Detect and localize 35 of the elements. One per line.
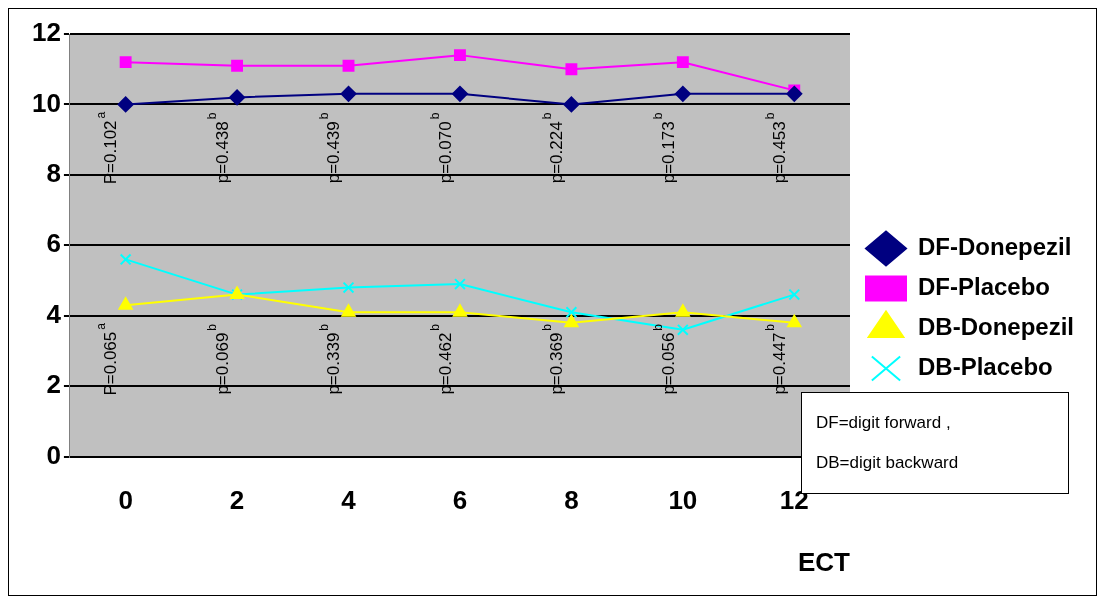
y-tick-label: 4 xyxy=(46,298,62,329)
y-tick-label: 10 xyxy=(32,87,61,118)
annotation: P=0.102a xyxy=(93,111,121,185)
x-tick-label: 2 xyxy=(229,485,245,516)
legend-label: DB-Placebo xyxy=(918,353,1053,381)
annotation: p=0.462b xyxy=(428,323,455,395)
annotation: p=0.224b xyxy=(539,112,567,184)
y-tick-label: 8 xyxy=(46,158,61,189)
note-box: DF=digit forward , DB=digit backward xyxy=(801,392,1069,494)
annotation: p=0.070b xyxy=(428,112,455,184)
x-tick-label: 10 xyxy=(668,485,698,516)
y-tick-label: 2 xyxy=(46,369,61,400)
annotation: p=0.339b xyxy=(316,323,344,395)
y-tick-label: 6 xyxy=(46,228,61,259)
x-tick-label: 0 xyxy=(118,485,133,516)
annotation: DB=digit backward xyxy=(816,452,960,474)
annotation: p=0.173b xyxy=(651,112,678,184)
annotation: p=0.369b xyxy=(539,323,567,395)
annotation: P=0.065a xyxy=(93,322,121,396)
x-tick-label: 8 xyxy=(564,485,579,516)
y-tick-label: 0 xyxy=(46,439,61,470)
legend-label: DB-Donepezil xyxy=(918,313,1074,341)
legend-label: DF-Placebo xyxy=(918,273,1051,301)
x-tick-label: 4 xyxy=(341,485,357,516)
x-tick-label: 6 xyxy=(452,485,468,516)
annotation: p=0.453b xyxy=(762,112,789,184)
annotation: p=0.056b xyxy=(651,323,678,395)
annotation: p=0.069b xyxy=(205,323,232,395)
annotation: p=0.438b xyxy=(205,112,232,184)
x-axis-title: ECT xyxy=(798,546,851,577)
y-tick-label: 12 xyxy=(32,17,61,48)
legend-label: DF-Donepezil xyxy=(918,233,1072,261)
annotation: p=0.447b xyxy=(762,323,789,395)
annotation: p=0.439b xyxy=(316,112,344,184)
annotation: DF=digit forward , xyxy=(816,412,952,434)
